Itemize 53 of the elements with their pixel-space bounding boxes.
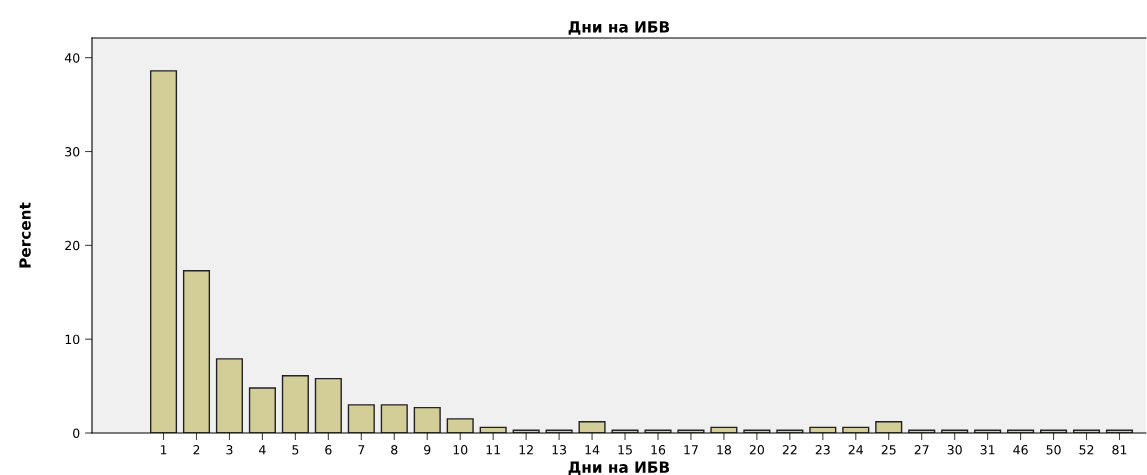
- bar: [281, 375, 309, 433]
- bar: [248, 387, 276, 433]
- x-tick-label: 20: [749, 445, 764, 455]
- x-tick-label: 18: [717, 445, 732, 455]
- y-tick-label: 20: [65, 240, 80, 251]
- y-tick-label: 0: [73, 428, 80, 438]
- bar: [677, 429, 705, 433]
- y-axis-title: Percent: [19, 202, 31, 268]
- x-tick-label: 10: [453, 445, 468, 455]
- x-tick-label: 12: [519, 445, 533, 455]
- y-tick-label: 30: [65, 147, 80, 157]
- x-tick-label: 24: [848, 445, 864, 455]
- bar: [182, 269, 211, 433]
- x-tick-label: 17: [684, 445, 698, 455]
- x-tick-label: 22: [782, 445, 797, 455]
- x-tick-label: 15: [618, 445, 632, 455]
- x-tick-label: 3: [226, 445, 233, 455]
- x-tick-label: 6: [325, 445, 332, 455]
- x-tick-label: 25: [881, 445, 896, 455]
- x-tick-label: 31: [980, 445, 995, 455]
- bar: [215, 358, 244, 433]
- x-tick-label: 4: [259, 445, 266, 455]
- bar: [347, 404, 375, 433]
- x-axis-title: Дни на ИБВ: [568, 461, 670, 475]
- x-tick-label: 14: [585, 445, 600, 455]
- bar: [413, 406, 441, 433]
- x-tick-label: 7: [358, 445, 365, 455]
- x-tick-label: 13: [552, 445, 567, 455]
- x-tick-label: 2: [193, 445, 200, 455]
- bar: [446, 418, 474, 433]
- y-tick-label: 40: [64, 53, 80, 63]
- x-tick-label: 9: [424, 445, 431, 455]
- x-tick-label: 27: [914, 445, 929, 455]
- bar: [149, 70, 178, 433]
- y-tick-label: 10: [65, 334, 80, 345]
- chart-title: Дни на ИБВ: [568, 21, 670, 35]
- x-tick-label: 5: [292, 445, 299, 455]
- bar: [314, 377, 342, 433]
- x-tick-label: 81: [1112, 445, 1127, 455]
- x-tick-label: 46: [1013, 445, 1028, 455]
- x-tick-label: 23: [815, 445, 830, 455]
- x-tick-label: 50: [1046, 445, 1061, 455]
- bar: [611, 429, 639, 433]
- bar: [644, 429, 672, 433]
- x-tick-label: 11: [486, 445, 500, 455]
- x-tick-label: 52: [1079, 445, 1094, 455]
- x-tick-label: 8: [391, 445, 398, 455]
- x-tick-label: 16: [651, 445, 666, 455]
- x-tick-label: 1: [160, 445, 167, 455]
- bar: [578, 421, 606, 433]
- bar: [875, 421, 903, 433]
- x-tick-label: 30: [947, 445, 962, 455]
- bar: [380, 404, 408, 433]
